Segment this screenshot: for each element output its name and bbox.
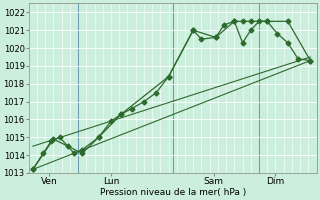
X-axis label: Pression niveau de la mer( hPa ): Pression niveau de la mer( hPa ) (100, 188, 246, 197)
